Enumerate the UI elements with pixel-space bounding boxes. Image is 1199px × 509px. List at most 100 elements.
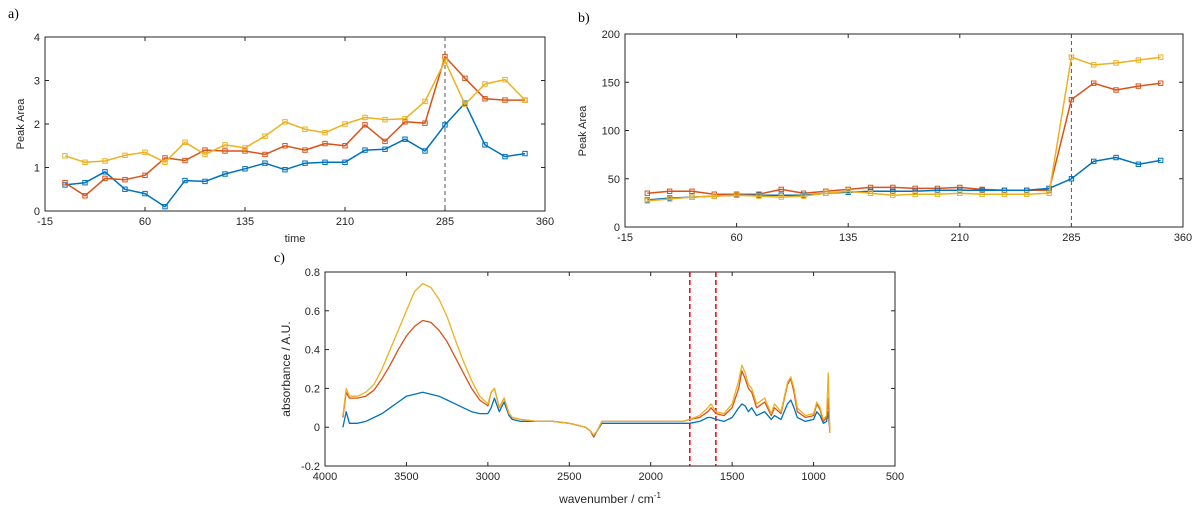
x-axis-label: time <box>285 233 306 245</box>
data-point-red <box>142 172 148 179</box>
data-point-blue <box>162 203 168 210</box>
data-point-blue <box>1001 187 1008 194</box>
data-point-red <box>482 96 488 102</box>
y-tick-label: 2 <box>34 119 40 131</box>
y-tick-label: 0.6 <box>305 306 320 318</box>
data-point-blue <box>82 180 88 186</box>
data-point-yellow <box>142 149 148 155</box>
data-point-yellow <box>957 190 963 196</box>
data-point-yellow <box>322 130 328 136</box>
panel-label-b: b) <box>578 11 590 26</box>
data-point-blue <box>302 160 308 166</box>
data-point-yellow <box>756 193 762 199</box>
data-point-red <box>342 143 348 149</box>
data-point-red <box>362 122 368 128</box>
x-tick-label: 2500 <box>557 471 581 483</box>
data-point-yellow <box>122 152 128 159</box>
data-point-red <box>1068 96 1075 103</box>
y-tick-label: 0 <box>614 222 620 234</box>
data-point-yellow <box>778 194 784 200</box>
y-tick-label: 0.8 <box>305 267 320 279</box>
data-point-red <box>1113 87 1119 93</box>
data-point-yellow <box>733 192 740 198</box>
x-tick-label: 285 <box>1062 232 1080 244</box>
x-tick-label: 1500 <box>720 471 744 483</box>
data-point-yellow <box>1001 191 1008 197</box>
data-point-blue <box>282 166 288 173</box>
y-tick-label: 0 <box>314 422 320 434</box>
chart-b: -15 60 135 210 285 360 0 50 100 150 200 Peak Area <box>577 29 1192 244</box>
data-point-yellow <box>1157 54 1164 60</box>
y-tick-label: 50 <box>608 174 620 186</box>
x-axis-label: wavenumber / cm-1 <box>558 491 661 506</box>
data-point-yellow <box>462 101 468 108</box>
panel-label-a: a) <box>8 7 19 22</box>
data-point-yellow <box>222 142 228 148</box>
data-point-red <box>82 193 88 199</box>
data-point-blue <box>122 186 128 192</box>
data-point-blue <box>382 146 388 152</box>
x-tick-label: 135 <box>236 216 254 228</box>
y-axis-label: absorbance / A.U. <box>279 321 293 416</box>
data-point-yellow <box>482 81 488 87</box>
data-point-yellow <box>442 58 448 64</box>
series-line-red <box>342 319 831 438</box>
y-tick-label: 0.4 <box>305 345 320 357</box>
data-point-blue <box>1157 157 1164 164</box>
x-tick-label: 60 <box>730 232 742 244</box>
y-tick-label: 200 <box>602 29 620 41</box>
data-point-yellow <box>666 196 673 202</box>
data-point-yellow <box>1024 191 1030 197</box>
data-point-red <box>1157 80 1164 86</box>
data-point-yellow <box>282 119 288 125</box>
data-point-blue <box>422 148 428 154</box>
data-point-blue <box>1024 187 1030 194</box>
data-point-blue <box>402 136 408 142</box>
x-tick-label: 1000 <box>801 471 825 483</box>
data-point-red <box>867 184 874 191</box>
data-point-red <box>402 119 408 125</box>
data-point-yellow <box>362 114 368 121</box>
x-tick-label: 3000 <box>476 471 500 483</box>
data-point-red <box>890 184 896 191</box>
data-point-red <box>122 176 128 183</box>
data-point-blue <box>482 142 488 148</box>
data-point-yellow <box>422 98 428 105</box>
data-point-yellow <box>867 190 874 196</box>
data-point-red <box>322 140 328 147</box>
chart-c: 4000 3500 3000 2500 2000 1500 1000 500 -0.2 0 0.2 0… <box>279 267 904 506</box>
data-point-yellow <box>522 97 528 103</box>
data-point-blue <box>262 160 268 166</box>
y-tick-label: 1 <box>34 163 40 175</box>
data-point-red <box>502 97 508 103</box>
data-point-red <box>222 148 228 154</box>
chart-a: -15 60 135 210 285 360 0 1 2 3 4 Peak Area time <box>15 32 554 245</box>
data-point-yellow <box>934 191 941 197</box>
data-point-yellow <box>845 188 851 194</box>
series-line-yellow <box>64 60 526 164</box>
data-point-blue <box>502 153 508 160</box>
data-point-blue <box>1091 158 1097 165</box>
data-point-red <box>689 188 695 194</box>
x-tick-label: 3500 <box>394 471 418 483</box>
data-point-yellow <box>402 116 408 122</box>
data-point-blue <box>342 159 348 165</box>
data-point-yellow <box>342 121 348 127</box>
series-line-yellow <box>647 56 1161 202</box>
x-tick-label: 210 <box>336 216 354 228</box>
data-point-blue <box>1135 161 1142 167</box>
data-point-blue <box>202 178 208 185</box>
data-point-yellow <box>262 133 268 139</box>
y-tick-label: 150 <box>602 77 620 89</box>
plot-frame <box>324 271 896 467</box>
data-point-yellow <box>502 76 508 83</box>
x-axis-label-superscript: -1 <box>654 491 662 500</box>
plot-frame <box>624 33 1184 228</box>
data-point-blue <box>222 171 228 177</box>
data-point-red <box>382 138 388 145</box>
x-tick-label: 135 <box>839 232 857 244</box>
data-point-yellow <box>823 190 829 196</box>
series-line-red <box>647 82 1161 195</box>
data-point-red <box>1135 83 1142 89</box>
